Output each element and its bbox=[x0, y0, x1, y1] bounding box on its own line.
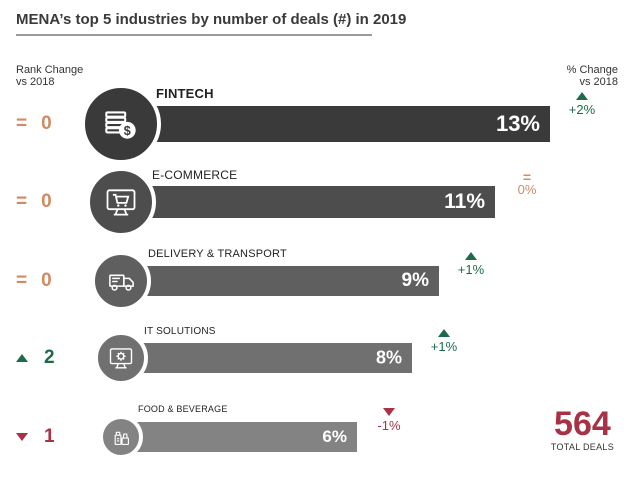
pct-change: +1% bbox=[449, 252, 493, 277]
bar-value-label: 13% bbox=[495, 111, 540, 136]
bar-row: 2 8% IT SOLUTIONS +1% bbox=[0, 326, 640, 385]
category-icon-circle bbox=[86, 167, 156, 237]
food-beverage-icon bbox=[114, 431, 129, 445]
shopping-cart-monitor-icon bbox=[106, 189, 136, 216]
pct-change-header-line2: vs 2018 bbox=[579, 76, 618, 88]
pct-change-equal-icon: = bbox=[522, 169, 532, 185]
svg-text:$: $ bbox=[124, 124, 131, 138]
bar-value-label: 8% bbox=[375, 347, 402, 368]
category-icon-circle bbox=[91, 251, 151, 311]
triangle-up-icon bbox=[576, 92, 588, 100]
category-label: FINTECH bbox=[156, 86, 214, 101]
bar-row: = 0 13% $ FINTECH +2% bbox=[0, 84, 640, 164]
rank-change-value: 0 bbox=[41, 113, 52, 134]
pct-change-header: % Change vs 2018 bbox=[567, 64, 618, 88]
category-label: IT SOLUTIONS bbox=[144, 326, 216, 337]
pct-change: = 0% bbox=[505, 169, 549, 197]
pct-change: -1% bbox=[367, 408, 411, 433]
bar-value-label: 11% bbox=[444, 190, 485, 213]
category-label: FOOD & BEVERAGE bbox=[138, 404, 228, 414]
rank-change-header-line1: Rank Change bbox=[16, 64, 84, 76]
triangle-up-icon bbox=[16, 354, 28, 362]
delivery-truck-icon bbox=[108, 274, 134, 291]
category-icon-circle bbox=[94, 331, 148, 385]
triangle-up-icon bbox=[465, 252, 477, 260]
total-deals: 564 TOTAL DEALS bbox=[551, 406, 614, 452]
bar-row: = 0 11% E-COMMERCE = 0% bbox=[0, 167, 640, 237]
bar: 13% bbox=[152, 106, 550, 142]
pct-change-label: +1% bbox=[430, 339, 458, 354]
rank-change: = 0 bbox=[16, 113, 52, 135]
pct-change-label: +1% bbox=[457, 262, 485, 277]
total-deals-value: 564 bbox=[554, 405, 611, 443]
category-icon-circle: $ bbox=[81, 84, 161, 164]
rank-change-value: 0 bbox=[41, 191, 52, 212]
pct-change-label: +2% bbox=[568, 102, 596, 117]
category-label: DELIVERY & TRANSPORT bbox=[148, 248, 287, 260]
bar-value-label: 6% bbox=[322, 427, 347, 446]
rank-change-symbol: = bbox=[16, 270, 28, 291]
bar: 8% bbox=[140, 343, 412, 373]
triangle-down-icon bbox=[16, 433, 28, 441]
triangle-up-icon bbox=[438, 329, 450, 337]
total-deals-label: TOTAL DEALS bbox=[550, 442, 614, 452]
triangle-down-icon bbox=[383, 408, 395, 416]
bar-row: 1 6% FOOD & BEVERAGE -1% bbox=[0, 404, 640, 459]
rank-change: 1 bbox=[16, 426, 55, 448]
title-underline bbox=[16, 34, 372, 36]
rank-change: 2 bbox=[16, 347, 55, 369]
rank-change-value: 1 bbox=[44, 426, 55, 447]
category-label: E-COMMERCE bbox=[152, 168, 238, 182]
pct-change-label: -1% bbox=[377, 418, 401, 433]
chart-title: MENA’s top 5 industries by number of dea… bbox=[16, 11, 407, 28]
bar-value-label: 9% bbox=[401, 270, 429, 291]
coins-money-icon: $ bbox=[105, 111, 136, 139]
rank-change-header: Rank Change vs 2018 bbox=[16, 64, 83, 88]
rank-change-header-line2: vs 2018 bbox=[16, 76, 55, 88]
pct-change: +1% bbox=[422, 329, 466, 354]
bar: 9% bbox=[142, 266, 439, 296]
rank-change-symbol: = bbox=[16, 113, 28, 134]
rank-change-symbol: = bbox=[16, 191, 28, 212]
gear-monitor-icon bbox=[109, 348, 133, 369]
pct-change: +2% bbox=[560, 92, 604, 117]
bar: 11% bbox=[150, 186, 495, 218]
bar: 6% bbox=[134, 422, 357, 452]
rank-change: = 0 bbox=[16, 270, 52, 292]
category-icon-circle bbox=[99, 415, 143, 459]
bar-row: = 0 9% DELIVERY & TRANSPORT +1% bbox=[0, 248, 640, 311]
pct-change-label: 0% bbox=[517, 182, 537, 197]
rank-change: = 0 bbox=[16, 191, 52, 213]
pct-change-header-line1: % Change bbox=[566, 64, 618, 76]
rank-change-value: 0 bbox=[41, 270, 52, 291]
rank-change-value: 2 bbox=[44, 347, 55, 368]
